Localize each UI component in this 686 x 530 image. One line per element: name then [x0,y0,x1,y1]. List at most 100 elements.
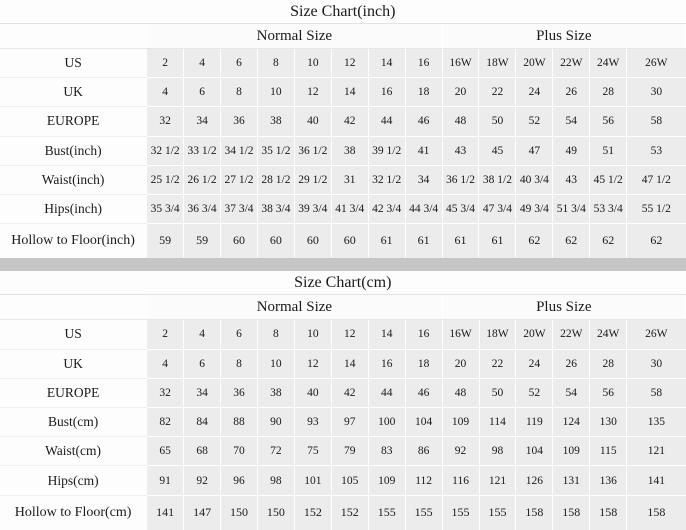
table-cell: 58 [626,106,686,137]
table-cell: 50 [478,106,517,137]
chart-title: Size Chart(cm) [0,271,686,296]
table-cell: 26 1/2 [183,164,222,195]
table-cell: 135 [626,407,686,438]
table-cell: 32 [146,377,185,409]
row-label-europe: EUROPE [0,106,148,137]
table-row: Bust(inch) 32 1/2 33 1/2 34 1/2 35 1/2 36 1/2… [0,135,686,166]
table-row: Waist(inch) 25 1/2 26 1/2 27 1/2 28 1/2 29 1/… [0,164,686,195]
table-cell: 6 [220,319,258,350]
table-cell: 62 [589,222,628,258]
table-cell: 20 [441,348,480,379]
table-cell: 92 [183,465,222,496]
table-cell: 75 [293,436,332,467]
table-cell: 20 [441,77,480,108]
table-cell: 6 [183,348,222,379]
row-label-hips-inch: Hips(inch) [0,193,148,224]
table-cell: 26W [626,48,686,79]
table-cell: 48 [441,106,480,137]
table-cell: 22 [478,348,517,379]
table-cell: 60 [293,222,332,258]
table-cell: 136 [589,465,628,496]
group-header-normal-size: Normal Size [146,23,443,50]
size-chart-inch-table: Size Chart(inch) Normal Size Plus Size US 2 4… [0,0,686,258]
table-row: EUROPE 32 34 36 38 40 42 44 46 48 50 52 54 56 58 [0,377,686,409]
table-cell: 105 [330,465,369,496]
table-cell: 51 3/4 [552,193,591,224]
table-cell: 29 1/2 [293,164,332,195]
table-cell: 37 3/4 [220,193,258,224]
table-cell: 116 [441,465,480,496]
table-cell: 152 [330,494,369,530]
row-label-hollow-to-floor-inch: Hollow to Floor(inch) [0,222,148,258]
table-cell: 119 [515,407,554,438]
table-cell: 27 1/2 [220,164,258,195]
table-cell: 30 [626,77,686,108]
row-label-hollow-to-floor-cm: Hollow to Floor(cm) [0,494,148,530]
table-cell: 158 [515,494,554,530]
table-row: EUROPE 32 34 36 38 40 42 44 46 48 50 52 54 56 58 [0,106,686,137]
table-cell: 10 [293,48,332,79]
table-cell: 40 [293,106,332,137]
table-cell: 41 [404,135,443,166]
table-cell: 155 [441,494,480,530]
table-cell: 49 [552,135,591,166]
group-header-normal-size: Normal Size [146,294,443,321]
table-cell: 60 [330,222,369,258]
table-cell: 45 3/4 [441,193,480,224]
table-cell: 26 [552,348,591,379]
table-cell: 32 1/2 [146,135,185,166]
table-cell: 12 [293,348,332,379]
table-cell: 158 [552,494,591,530]
table-cell: 53 3/4 [589,193,628,224]
table-cell: 18W [478,48,517,79]
row-label-waist-inch: Waist(inch) [0,164,148,195]
chart-title: Size Chart(inch) [0,0,686,25]
group-header-row: Normal Size Plus Size [0,23,686,50]
row-label-us: US [0,319,148,350]
table-row: Waist(cm) 65 68 70 72 75 79 83 86 92 98 104 109 115 12… [0,436,686,467]
table-cell: 104 [404,407,443,438]
table-cell: 41 3/4 [330,193,369,224]
table-cell: 56 [589,106,628,137]
table-row: US 2 4 6 8 10 12 14 16 16W 18W 20W 22W 24W 26W [0,48,686,79]
table-cell: 22W [552,319,591,350]
table-cell: 10 [256,77,295,108]
table-cell: 45 [478,135,517,166]
table-cell: 47 [515,135,554,166]
table-cell: 46 [404,377,443,409]
table-cell: 36 3/4 [183,193,222,224]
table-cell: 52 [515,377,554,409]
table-cell: 84 [183,407,222,438]
table-cell: 16 [404,319,443,350]
table-cell: 6 [220,48,258,79]
table-cell: 65 [146,436,185,467]
chart-title-row: Size Chart(cm) [0,271,686,296]
table-cell: 61 [367,222,406,258]
table-cell: 121 [478,465,517,496]
table-cell: 42 [330,377,369,409]
table-cell: 4 [146,77,185,108]
table-cell: 34 [183,377,222,409]
table-cell: 18 [404,348,443,379]
table-cell: 60 [220,222,258,258]
table-cell: 54 [552,377,591,409]
table-cell: 115 [589,436,628,467]
table-cell: 100 [367,407,406,438]
group-header-corner [0,294,148,321]
table-cell: 20W [515,319,554,350]
table-cell: 62 [552,222,591,258]
table-cell: 25 1/2 [146,164,185,195]
chart-separator [0,258,686,271]
group-header-plus-size: Plus Size [441,23,686,50]
table-cell: 14 [367,319,406,350]
table-row: UK 4 6 8 10 12 14 16 18 20 22 24 26 28 30 [0,77,686,108]
table-cell: 88 [220,407,258,438]
table-cell: 44 [367,106,406,137]
table-cell: 131 [552,465,591,496]
row-label-bust-cm: Bust(cm) [0,407,148,438]
table-cell: 104 [515,436,554,467]
table-cell: 43 [441,135,480,166]
table-cell: 141 [626,465,686,496]
table-cell: 109 [552,436,591,467]
table-cell: 82 [146,407,185,438]
